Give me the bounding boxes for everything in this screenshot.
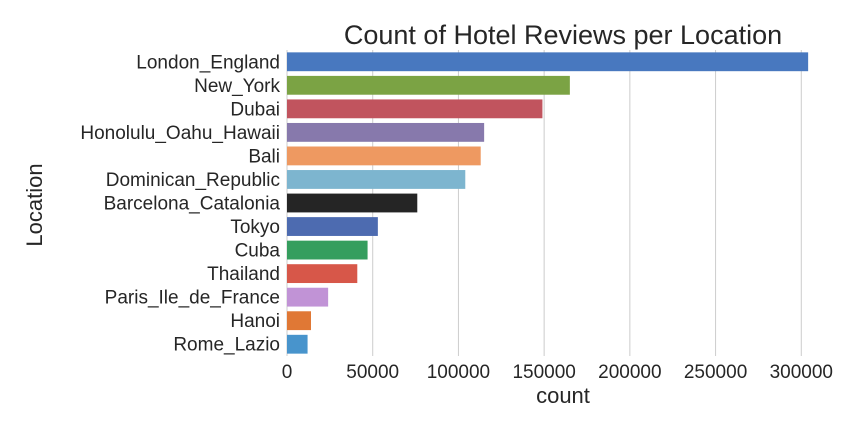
bar-dubai [287, 99, 543, 119]
category-label: Hanoi [230, 311, 280, 332]
y-axis-label: Location [22, 163, 47, 246]
bar-honolulu-oahu-hawaii [287, 122, 485, 142]
bar-paris-ile-de-france [287, 287, 329, 307]
category-label: Thailand [207, 264, 280, 285]
category-label: Honolulu_Oahu_Hawaii [80, 123, 280, 144]
bar-tokyo [287, 217, 378, 236]
bar-london-england [287, 52, 809, 72]
x-tick-label: 250000 [684, 362, 747, 383]
x-tick-label: 100000 [427, 362, 490, 383]
bar-rome-lazio [287, 334, 308, 354]
x-tick-label: 50000 [346, 362, 399, 383]
category-label: Tokyo [230, 217, 280, 238]
x-tick-label: 0 [282, 362, 293, 383]
category-label: Barcelona_Catalonia [104, 194, 281, 215]
x-axis-label: count [536, 383, 590, 408]
bar-hanoi [287, 311, 311, 331]
bar-thailand [287, 264, 358, 284]
category-label: Dubai [230, 99, 280, 120]
category-label: Cuba [235, 241, 281, 262]
category-label: Paris_Ile_de_France [105, 288, 280, 309]
bar-new-york [287, 75, 570, 95]
category-label: Dominican_Republic [106, 170, 280, 191]
bar-barcelona-catalonia [287, 193, 418, 213]
bar-dominican-republic [287, 170, 466, 189]
bars [287, 52, 809, 354]
x-tick-label: 200000 [598, 362, 661, 383]
bar-cuba [287, 240, 368, 260]
x-tick-labels: 0 50000 100000 150000 200000 250000 300000 [282, 362, 833, 383]
x-tick-label: 300000 [770, 362, 833, 383]
category-label: London_England [136, 52, 280, 73]
category-label: Rome_Lazio [173, 335, 280, 356]
category-label: Bali [248, 146, 280, 167]
x-tick-label: 150000 [512, 362, 575, 383]
category-label: New_York [194, 76, 280, 97]
chart-title: Count of Hotel Reviews per Location [344, 20, 782, 50]
bar-bali [287, 146, 481, 166]
